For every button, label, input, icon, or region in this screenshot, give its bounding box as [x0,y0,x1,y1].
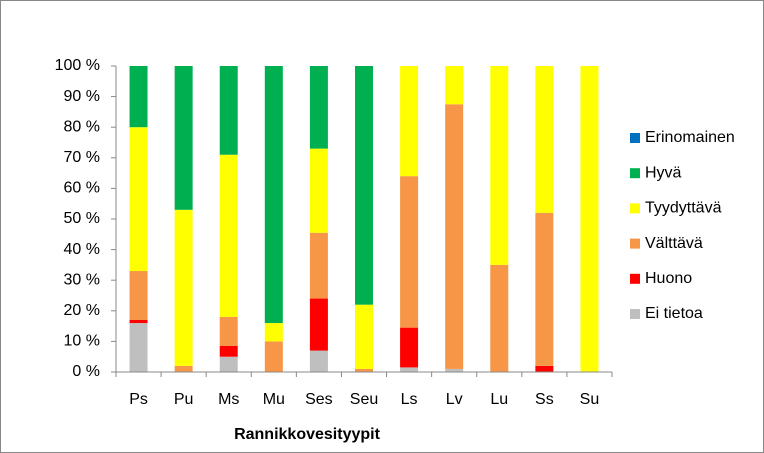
legend-swatch [630,168,640,179]
bar-segment [400,367,419,372]
x-tick-label: Ses [305,391,333,408]
bar-segment [309,298,328,351]
bar-segment [129,66,148,128]
bar-segment [580,66,599,372]
y-tick-label: 20 % [64,302,100,319]
bar-segment [355,368,373,372]
bar-segment [309,232,328,299]
y-tick-label: 10 % [64,333,100,350]
bar-segment [355,66,373,305]
legend-label: Tyydyttävä [645,200,722,217]
bar-segment [219,66,238,155]
bar-segment [535,66,554,213]
legend-label: Huono [645,270,692,287]
bar-segment [174,365,193,372]
bar-segment [219,154,238,317]
y-tick-label: 30 % [64,271,100,288]
legend-swatch [630,309,640,319]
bar-segment [445,66,464,105]
x-tick-label: Ss [535,391,554,408]
x-tick-label: Seu [350,391,378,408]
bar-segment [174,66,193,210]
bar-segment [264,66,283,324]
legend-label: Erinomainen [645,129,735,146]
y-tick-label: 0 % [72,363,100,380]
x-tick-label: Ms [218,391,239,408]
bar-segment [490,66,509,265]
bar-segment [355,304,373,369]
bar-segment [129,323,148,372]
bar-segment [309,66,328,149]
bar-segment [309,350,328,372]
bar-segment [445,368,464,372]
x-tick-label: Ls [401,391,418,408]
bar-segment [400,66,419,177]
x-tick-label: Lu [490,391,508,408]
bar-segment [535,212,554,366]
legend-swatch [630,273,640,284]
y-tick-label: 50 % [64,210,100,227]
y-tick-label: 80 % [64,118,100,135]
y-tick-label: 70 % [64,149,100,166]
x-tick-label: Ps [129,391,148,408]
x-tick-label: Lv [446,391,463,408]
y-tick-label: 40 % [64,241,100,258]
bar-segment [264,341,283,372]
x-axis-title: Rannikkovesityypit [234,426,381,443]
bar-segment [129,271,148,320]
y-tick-label: 60 % [64,180,100,197]
legend-swatch [630,133,640,143]
legend-swatch [630,238,640,249]
legend-label: Välttävä [645,235,703,252]
legend-label: Hyvä [645,164,682,181]
bar-segment [400,327,419,368]
bar-segment [535,365,554,372]
bar-segment [219,345,238,357]
bar-segment [219,356,238,372]
legend-swatch [630,203,640,214]
bar-segment [490,264,509,372]
bar-segment [129,319,148,324]
y-tick-label: 100 % [55,57,100,74]
bar-segment [129,127,148,272]
bar-segment [264,323,283,342]
bar-segment [219,316,238,346]
bar-segment [309,148,328,233]
x-tick-label: Su [580,391,600,408]
bar-segment [174,209,193,366]
bar-segment [445,104,464,369]
y-tick-label: 90 % [64,88,100,105]
x-tick-label: Mu [263,391,285,408]
x-tick-label: Pu [174,391,194,408]
bar-segment [400,176,419,328]
legend-label: Ei tietoa [645,305,703,322]
